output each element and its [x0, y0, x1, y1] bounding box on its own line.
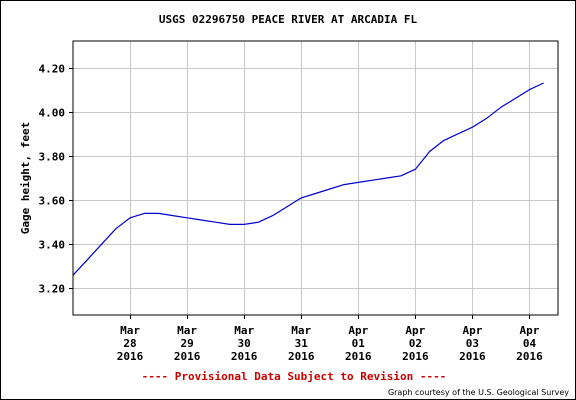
x-tick-label: 2016	[516, 350, 543, 363]
plot-area-border	[72, 40, 559, 316]
x-axis-ticks: Mar282016Mar292016Mar302016Mar312016Apr0…	[117, 315, 543, 363]
x-tick-label: Mar	[177, 324, 197, 337]
y-axis-label: Gage height, feet	[19, 122, 32, 235]
x-tick-label: Apr	[405, 324, 425, 337]
x-tick-label: 2016	[288, 350, 315, 363]
x-tick-label: 03	[466, 337, 479, 350]
chart-title: USGS 02296750 PEACE RIVER AT ARCADIA FL	[159, 13, 418, 26]
x-tick-label: 31	[295, 337, 309, 350]
x-tick-label: Apr	[520, 324, 540, 337]
y-tick-label: 4.00	[39, 107, 66, 120]
y-tick-label: 3.40	[39, 239, 66, 252]
x-tick-label: 02	[409, 337, 422, 350]
provisional-data-notice: ---- Provisional Data Subject to Revisio…	[142, 370, 447, 383]
x-tick-label: 2016	[402, 350, 429, 363]
x-tick-label: 01	[352, 337, 366, 350]
x-tick-label: Apr	[348, 324, 368, 337]
y-tick-label: 3.20	[39, 283, 66, 296]
x-tick-label: 28	[123, 337, 136, 350]
x-tick-label: Apr	[462, 324, 482, 337]
x-tick-label: 2016	[231, 350, 258, 363]
y-tick-label: 3.80	[39, 151, 66, 164]
x-tick-label: 2016	[174, 350, 201, 363]
grid-layer	[73, 41, 558, 315]
x-tick-label: Mar	[234, 324, 254, 337]
y-tick-label: 3.60	[39, 195, 66, 208]
series-layer	[72, 82, 544, 276]
x-tick-label: 29	[180, 337, 193, 350]
gage-height-series-line	[72, 82, 544, 276]
x-tick-label: 2016	[459, 350, 486, 363]
x-tick-label: Mar	[120, 324, 140, 337]
y-axis-ticks: 3.20 3.40 3.60 3.80 4.00 4.20	[39, 63, 73, 296]
x-tick-label: 2016	[117, 350, 144, 363]
x-tick-label: 04	[523, 337, 537, 350]
y-tick-label: 4.20	[39, 63, 66, 76]
graph-credit: Graph courtesy of the U.S. Geological Su…	[388, 388, 569, 397]
x-tick-label: 2016	[345, 350, 372, 363]
x-tick-label: 30	[238, 337, 251, 350]
x-tick-label: Mar	[291, 324, 311, 337]
